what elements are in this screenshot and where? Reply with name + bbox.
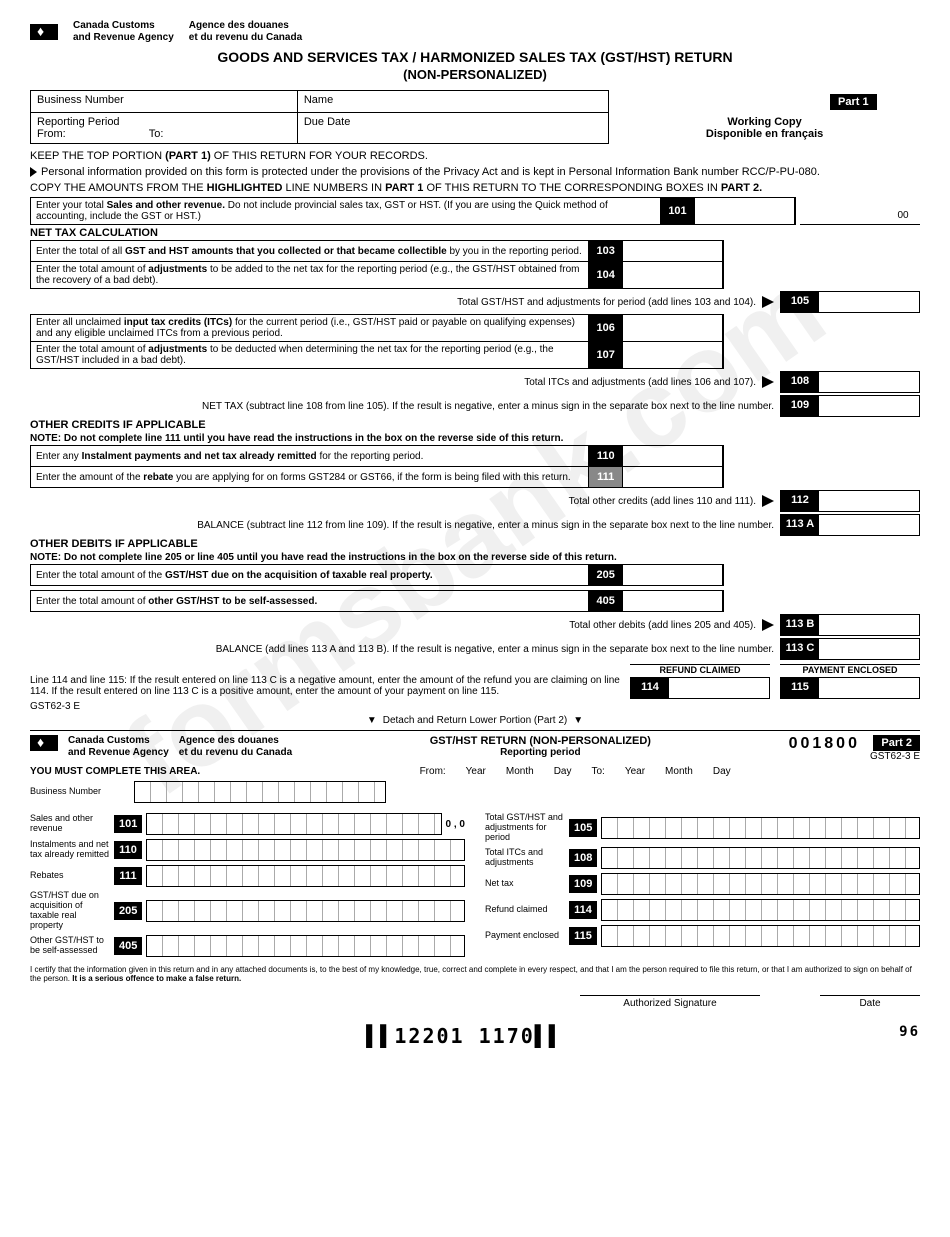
line-110: Enter any Instalment payments and net ta… xyxy=(30,445,724,467)
section-debits: OTHER DEBITS IF APPLICABLE xyxy=(30,538,920,550)
line-107: Enter the total amount of adjustments to… xyxy=(30,341,724,369)
refund-label: REFUND CLAIMED xyxy=(630,664,770,675)
p2-111[interactable] xyxy=(146,865,465,887)
p2-115[interactable] xyxy=(601,925,920,947)
instr-copy: COPY THE AMOUNTS FROM THE HIGHLIGHTED LI… xyxy=(30,182,920,194)
line-205: Enter the total amount of the GST/HST du… xyxy=(30,564,724,586)
instr-privacy: Personal information provided on this fo… xyxy=(30,166,920,178)
p2-114[interactable] xyxy=(601,899,920,921)
certification: I certify that the information given in … xyxy=(30,965,920,983)
total-112: Total other credits (add lines 110 and 1… xyxy=(30,490,920,512)
part2-badge: Part 2 xyxy=(873,735,920,751)
payment-label: PAYMENT ENCLOSED xyxy=(780,664,920,675)
section-credits: OTHER CREDITS IF APPLICABLE xyxy=(30,419,920,431)
total-108: Total ITCs and adjustments (add lines 10… xyxy=(30,371,920,393)
line-104: Enter the total amount of adjustments to… xyxy=(30,261,724,289)
canada-flag-icon-2 xyxy=(30,735,58,751)
line-114-115-instr: Line 114 and line 115: If the result ent… xyxy=(30,675,620,697)
total-113a: BALANCE (subtract line 112 from line 109… xyxy=(30,514,920,536)
part1-badge: Part 1 xyxy=(830,94,877,110)
p2-code: 001800 xyxy=(789,735,860,753)
total-105: Total GST/HST and adjustments for period… xyxy=(30,291,920,313)
working-copy: Working CopyDisponible en français xyxy=(609,113,920,144)
total-109: NET TAX (subtract line 108 from line 105… xyxy=(30,395,920,417)
line-111: Enter the amount of the rebate you are a… xyxy=(30,466,724,488)
barcode: ▌▌12201 1170▌▌ 96 xyxy=(30,1024,920,1048)
line-101: Enter your total Sales and other revenue… xyxy=(30,197,796,225)
line-405: Enter the total amount of other GST/HST … xyxy=(30,590,724,612)
header: Canada Customs and Revenue Agency Agence… xyxy=(30,20,920,44)
p2-bn-input[interactable] xyxy=(134,781,386,803)
p2-110[interactable] xyxy=(146,839,465,861)
name-label: Name xyxy=(297,91,608,113)
canada-flag-icon xyxy=(30,24,58,40)
form-subtitle: (NON-PERSONALIZED) xyxy=(30,67,920,82)
section-net-tax: NET TAX CALCULATION xyxy=(30,227,920,239)
due-date-label: Due Date xyxy=(297,113,608,144)
note-111: NOTE: Do not complete line 111 until you… xyxy=(30,433,920,444)
instr-keep: KEEP THE TOP PORTION (PART 1) OF THIS RE… xyxy=(30,150,920,162)
detach-line: Detach and Return Lower Portion (Part 2) xyxy=(30,715,920,726)
part2: Canada Customs and Revenue Agency Agence… xyxy=(30,730,920,1048)
info-table: Business Number Name Part 1 Reporting Pe… xyxy=(30,90,920,144)
form-title: GOODS AND SERVICES TAX / HARMONIZED SALE… xyxy=(30,49,920,65)
p2-complete: YOU MUST COMPLETE THIS AREA. xyxy=(30,766,200,777)
p2-title: GST/HST RETURN (NON-PERSONALIZED) xyxy=(302,735,778,747)
date-line[interactable]: Date xyxy=(820,995,920,1009)
signature-line[interactable]: Authorized Signature xyxy=(580,995,760,1009)
p2-105[interactable] xyxy=(601,817,920,839)
p2-205[interactable] xyxy=(146,900,465,922)
total-113b: Total other debits (add lines 205 and 40… xyxy=(30,614,920,636)
agency-en: Canada Customs and Revenue Agency xyxy=(73,20,174,44)
total-113c: BALANCE (add lines 113 A and 113 B). If … xyxy=(30,638,920,660)
business-number-label: Business Number xyxy=(31,91,298,113)
note-205: NOTE: Do not complete line 205 or line 4… xyxy=(30,552,920,563)
line-106: Enter all unclaimed input tax credits (I… xyxy=(30,314,724,342)
line-103: Enter the total of all GST and HST amoun… xyxy=(30,240,724,262)
form-code: GST62-3 E xyxy=(30,701,920,712)
p2-405[interactable] xyxy=(146,935,465,957)
reporting-period-cell: Reporting Period From: To: xyxy=(31,113,298,144)
p2-101[interactable] xyxy=(146,813,441,835)
p2-109[interactable] xyxy=(601,873,920,895)
agency-fr: Agence des douanes et du revenu du Canad… xyxy=(189,20,302,44)
p2-108[interactable] xyxy=(601,847,920,869)
